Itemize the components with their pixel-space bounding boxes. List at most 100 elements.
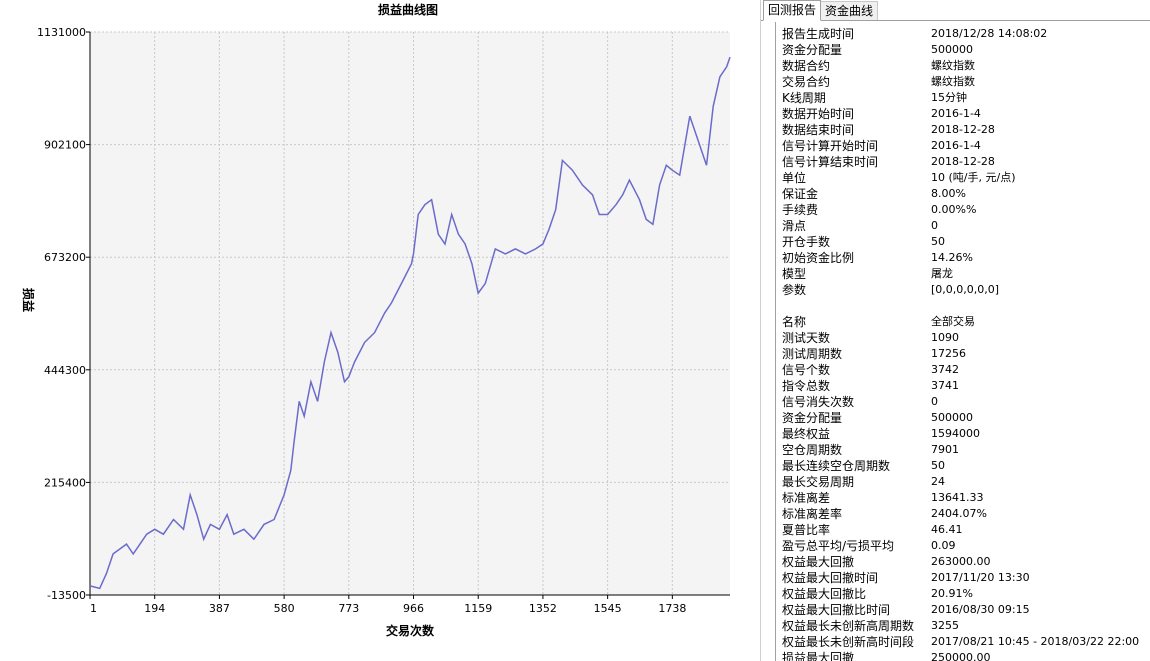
report-value: 14.26% xyxy=(931,251,973,264)
y-tick-label: 673200 xyxy=(44,251,86,264)
report-value: 2404.07% xyxy=(931,507,987,520)
tick-labels: -13500 215400 444300 673200 902100 1131000 1 19… xyxy=(37,26,686,615)
x-tick-label: 580 xyxy=(274,602,295,615)
x-tick-label: 1545 xyxy=(594,602,622,615)
tab-backtest-report[interactable]: 回测报告 xyxy=(763,0,822,21)
report-value: 3741 xyxy=(931,379,959,392)
report-value: 7901 xyxy=(931,443,959,456)
report-key: 权益最长未创新高时间段 xyxy=(782,635,915,649)
x-tick-label: 773 xyxy=(338,602,359,615)
report-key: 报告生成时间 xyxy=(782,27,855,41)
report-value: 500000 xyxy=(931,411,973,424)
report-value: 1090 xyxy=(931,331,959,344)
report-key: 权益最长未创新高周期数 xyxy=(782,619,915,633)
report-value: 250000.00 xyxy=(931,651,991,661)
plot-background xyxy=(90,32,730,595)
report-key: 标准离差 xyxy=(782,491,831,505)
report-value: 0 xyxy=(931,219,938,232)
x-axis-label: 交易次数 xyxy=(386,623,435,638)
report-value: 17256 xyxy=(931,347,966,360)
report-key: 指令总数 xyxy=(782,379,831,393)
report-value: 2018-12-28 xyxy=(931,155,995,168)
x-tick-label: 1738 xyxy=(658,602,686,615)
report-value: 螺纹指数 xyxy=(931,75,975,88)
report-key: 权益最大回撤比 xyxy=(782,587,867,601)
report-value: 2018-12-28 xyxy=(931,123,995,136)
report-key: 信号计算结束时间 xyxy=(782,155,879,169)
report-key: 滑点 xyxy=(782,219,807,233)
equity-chart-area: 损益曲线图 -13500 215400 444300 673200 902100 1131… xyxy=(21,2,731,638)
report-key: 空仓周期数 xyxy=(782,443,843,457)
y-tick-label: -13500 xyxy=(47,589,86,602)
report-value: 10 (吨/手, 元/点) xyxy=(931,171,1016,184)
panel-divider[interactable] xyxy=(760,0,761,661)
report-value: 46.41 xyxy=(931,523,963,536)
report-key: 单位 xyxy=(782,171,807,185)
report-value: 0.09 xyxy=(931,539,956,552)
report-key: 信号计算开始时间 xyxy=(782,139,879,153)
report-key: 标准离差率 xyxy=(782,507,843,521)
report-value: 0 xyxy=(931,395,938,408)
chart-title: 损益曲线图 xyxy=(378,2,438,17)
report-key: 手续费 xyxy=(782,203,819,217)
report-value: 2016/08/30 09:15 xyxy=(931,603,1030,616)
report-key: 测试天数 xyxy=(782,331,831,345)
report-key: 开仓手数 xyxy=(782,235,831,249)
x-tick-label: 387 xyxy=(209,602,230,615)
report-key: 信号个数 xyxy=(782,363,831,377)
x-tick-label: 1159 xyxy=(464,602,492,615)
report-value: 8.00% xyxy=(931,187,966,200)
report-value: 屠龙 xyxy=(931,267,953,280)
report-key: 名称 xyxy=(782,315,807,329)
report-key: 保证金 xyxy=(782,187,819,201)
equity-series-line xyxy=(89,56,731,590)
report-value: 500000 xyxy=(931,43,973,56)
report-value: 2017/08/21 10:45 - 2018/03/22 22:00 xyxy=(931,635,1140,648)
report-value: 263000.00 xyxy=(931,555,991,568)
report-value: 20.91% xyxy=(931,587,973,600)
x-tick-label: 1352 xyxy=(529,602,557,615)
equity-chart: 损益曲线图 -13500 215400 444300 673200 902100 1131… xyxy=(21,2,731,638)
report-key: 测试周期数 xyxy=(782,347,843,361)
report-key: 数据开始时间 xyxy=(782,107,855,121)
report-value: 螺纹指数 xyxy=(931,59,975,72)
report-key: 最长连续空仓周期数 xyxy=(782,459,891,473)
report-key: 初始资金比例 xyxy=(782,251,855,265)
report-value: 13641.33 xyxy=(931,491,984,504)
report-key: 交易合约 xyxy=(782,75,831,89)
report-key: 数据合约 xyxy=(782,59,831,73)
report-value: 全部交易 xyxy=(931,315,975,328)
x-tick-label: 194 xyxy=(144,602,165,615)
report-value: 50 xyxy=(931,235,945,248)
report-panel: 回测报告 资金曲线 报告生成时间 2018/12/28 14:08:02 资金分配量… xyxy=(761,0,1150,661)
x-tick-label: 1 xyxy=(90,602,97,615)
grid-lines xyxy=(89,31,730,596)
report-value: 15分钟 xyxy=(931,91,967,104)
report-value: 2016-1-4 xyxy=(931,107,981,120)
report-value: 1594000 xyxy=(931,427,980,440)
report-key: K线周期 xyxy=(782,91,826,105)
report-key: 权益最大回撤比时间 xyxy=(782,603,891,617)
y-tick-label: 1131000 xyxy=(37,26,86,39)
axes xyxy=(86,31,730,599)
report-key: 资金分配量 xyxy=(782,411,843,425)
x-tick-label: 966 xyxy=(403,602,424,615)
report-key: 权益最大回撤时间 xyxy=(782,571,879,585)
report-key: 盈亏总平均/亏损平均 xyxy=(782,539,895,553)
report-value: 24 xyxy=(931,475,945,488)
y-tick-label: 444300 xyxy=(44,364,86,377)
report-key: 信号消失次数 xyxy=(782,395,855,409)
report-key: 数据结束时间 xyxy=(782,123,855,137)
tab-equity-curve[interactable]: 资金曲线 xyxy=(820,1,879,20)
report-value: 3255 xyxy=(931,619,959,632)
report-value: 3742 xyxy=(931,363,959,376)
tab-bar: 回测报告 资金曲线 xyxy=(761,0,1150,21)
report-key: 参数 xyxy=(782,283,807,297)
report-value: 2018/12/28 14:08:02 xyxy=(931,27,1048,40)
report-value: 50 xyxy=(931,459,945,472)
report-key: 最长交易周期 xyxy=(782,475,855,489)
report-value: 2017/11/20 13:30 xyxy=(931,571,1030,584)
report-key: 资金分配量 xyxy=(782,43,843,57)
y-axis-label: 损益 xyxy=(21,288,36,312)
report-key: 损益最大回撤 xyxy=(782,651,855,661)
